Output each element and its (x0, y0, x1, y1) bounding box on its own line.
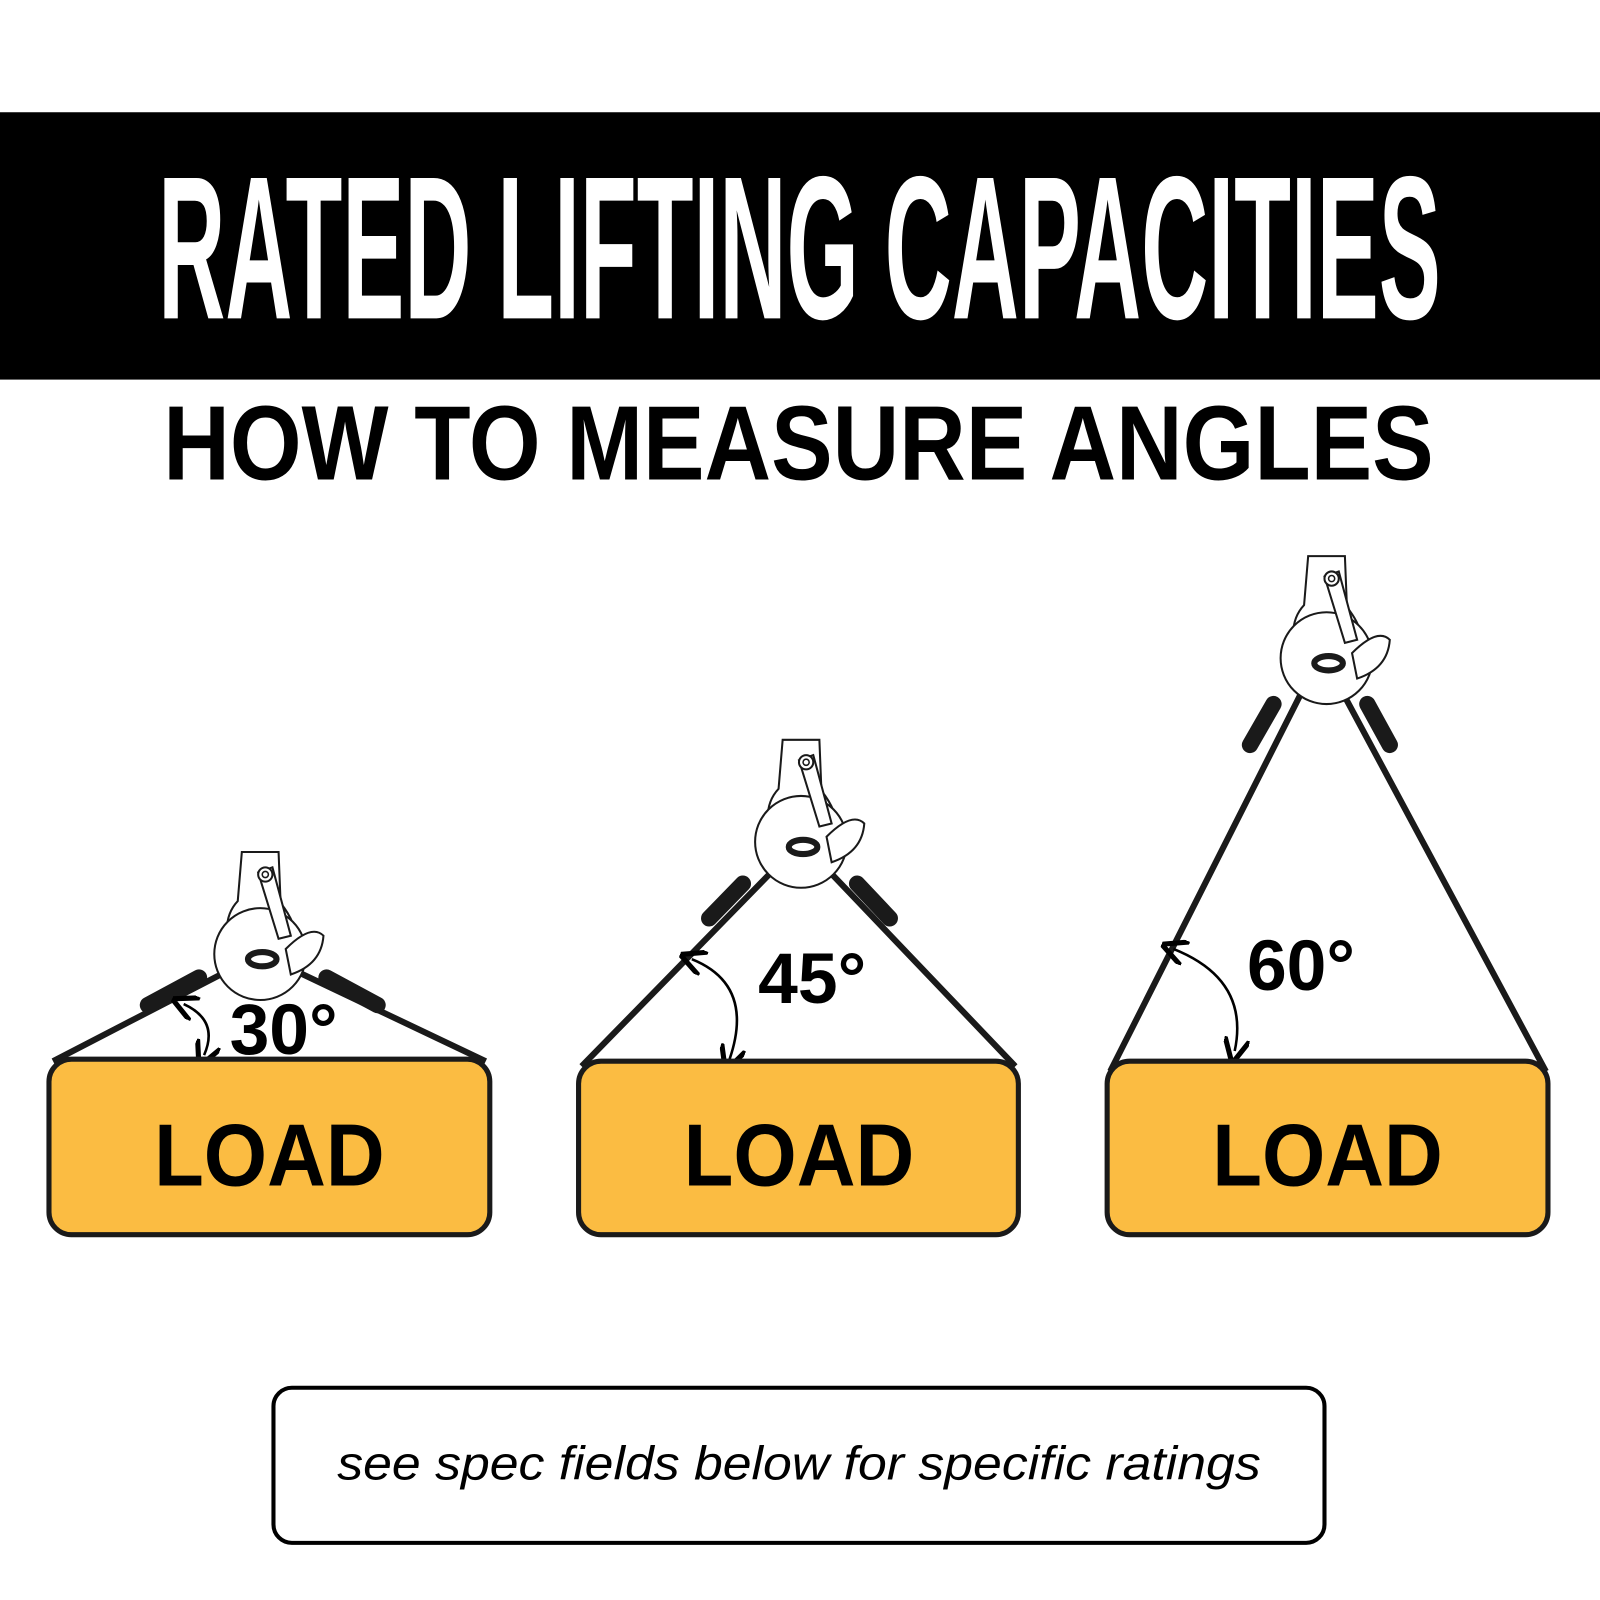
sling-sleeve (701, 875, 752, 927)
diagram-45-degrees: 45° LOAD (576, 740, 1021, 1238)
angle-arrow-icon (1173, 949, 1237, 1051)
angle-arrow-icon (184, 1004, 209, 1055)
sling-sleeve (1241, 695, 1282, 754)
sling-sleeve (848, 875, 898, 927)
sling-sleeve (139, 969, 208, 1014)
angle-arrow-icon (692, 959, 737, 1059)
title-banner (0, 112, 1600, 380)
crane-hook-icon (1281, 556, 1390, 704)
page-subtitle: HOW TO MEASURE ANGLES (163, 385, 1433, 503)
sling-icon (1107, 650, 1549, 1073)
page-title: RATED LIFTING CAPACITIES (158, 134, 1441, 362)
load-label: LOAD (154, 1107, 385, 1205)
sling-sleeve (318, 969, 386, 1014)
load-label: LOAD (1212, 1107, 1443, 1205)
load-box (576, 1058, 1021, 1238)
note-box (271, 1385, 1327, 1545)
angle-label: 60° (1247, 926, 1355, 1006)
diagram-30-degrees: 30° LOAD (46, 852, 493, 1238)
note-text: see spec fields below for specific ratin… (337, 1438, 1260, 1490)
angle-label: 45° (758, 939, 866, 1019)
sling-sleeve (1359, 695, 1398, 754)
diagram-60-degrees: 60° LOAD (1104, 556, 1551, 1238)
load-box (46, 1056, 493, 1238)
load-box (1104, 1058, 1551, 1238)
load-label: LOAD (684, 1107, 915, 1205)
crane-hook-icon (755, 740, 864, 888)
